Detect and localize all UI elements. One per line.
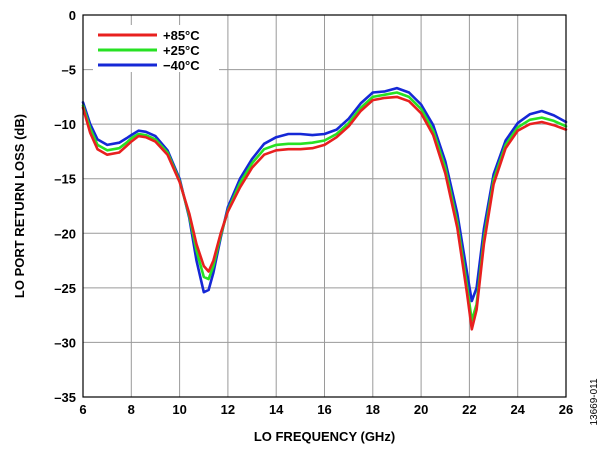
x-tick-label: 24 — [510, 402, 525, 417]
x-tick-labels: 6 8 10 12 14 16 18 20 22 24 26 — [79, 402, 573, 417]
x-tick-label: 18 — [366, 402, 380, 417]
y-tick-label: –5 — [62, 63, 76, 78]
x-tick-label: 8 — [128, 402, 135, 417]
x-tick-label: 22 — [462, 402, 476, 417]
y-axis-title: LO PORT RETURN LOSS (dB) — [12, 114, 27, 298]
legend-label: −40°C — [163, 58, 200, 73]
figure-id: 13669-011 — [589, 378, 600, 426]
x-tick-label: 14 — [269, 402, 284, 417]
legend-label: +85°C — [163, 28, 200, 43]
y-tick-label: –15 — [54, 172, 76, 187]
x-tick-label: 12 — [221, 402, 235, 417]
x-tick-label: 26 — [559, 402, 573, 417]
y-tick-label: –10 — [54, 117, 76, 132]
series-lines — [81, 86, 568, 331]
x-tick-label: 16 — [317, 402, 331, 417]
y-tick-label: –20 — [54, 226, 76, 241]
y-tick-label: –25 — [54, 281, 76, 296]
y-tick-label: –30 — [54, 335, 76, 350]
y-tick-label: 0 — [69, 8, 76, 23]
legend: +85°C+25°C−40°C — [93, 25, 219, 73]
y-tick-labels: 0 –5 –10 –15 –20 –25 –30 –35 — [54, 8, 76, 405]
legend-label: +25°C — [163, 43, 200, 58]
x-tick-label: 10 — [172, 402, 186, 417]
series-line — [81, 86, 568, 303]
series-line — [81, 95, 568, 331]
x-tick-label: 6 — [79, 402, 86, 417]
x-tick-label: 20 — [414, 402, 428, 417]
x-axis-title: LO FREQUENCY (GHz) — [254, 429, 395, 444]
grid — [82, 14, 567, 398]
plot-frame — [82, 14, 567, 398]
y-tick-label: –35 — [54, 390, 76, 405]
